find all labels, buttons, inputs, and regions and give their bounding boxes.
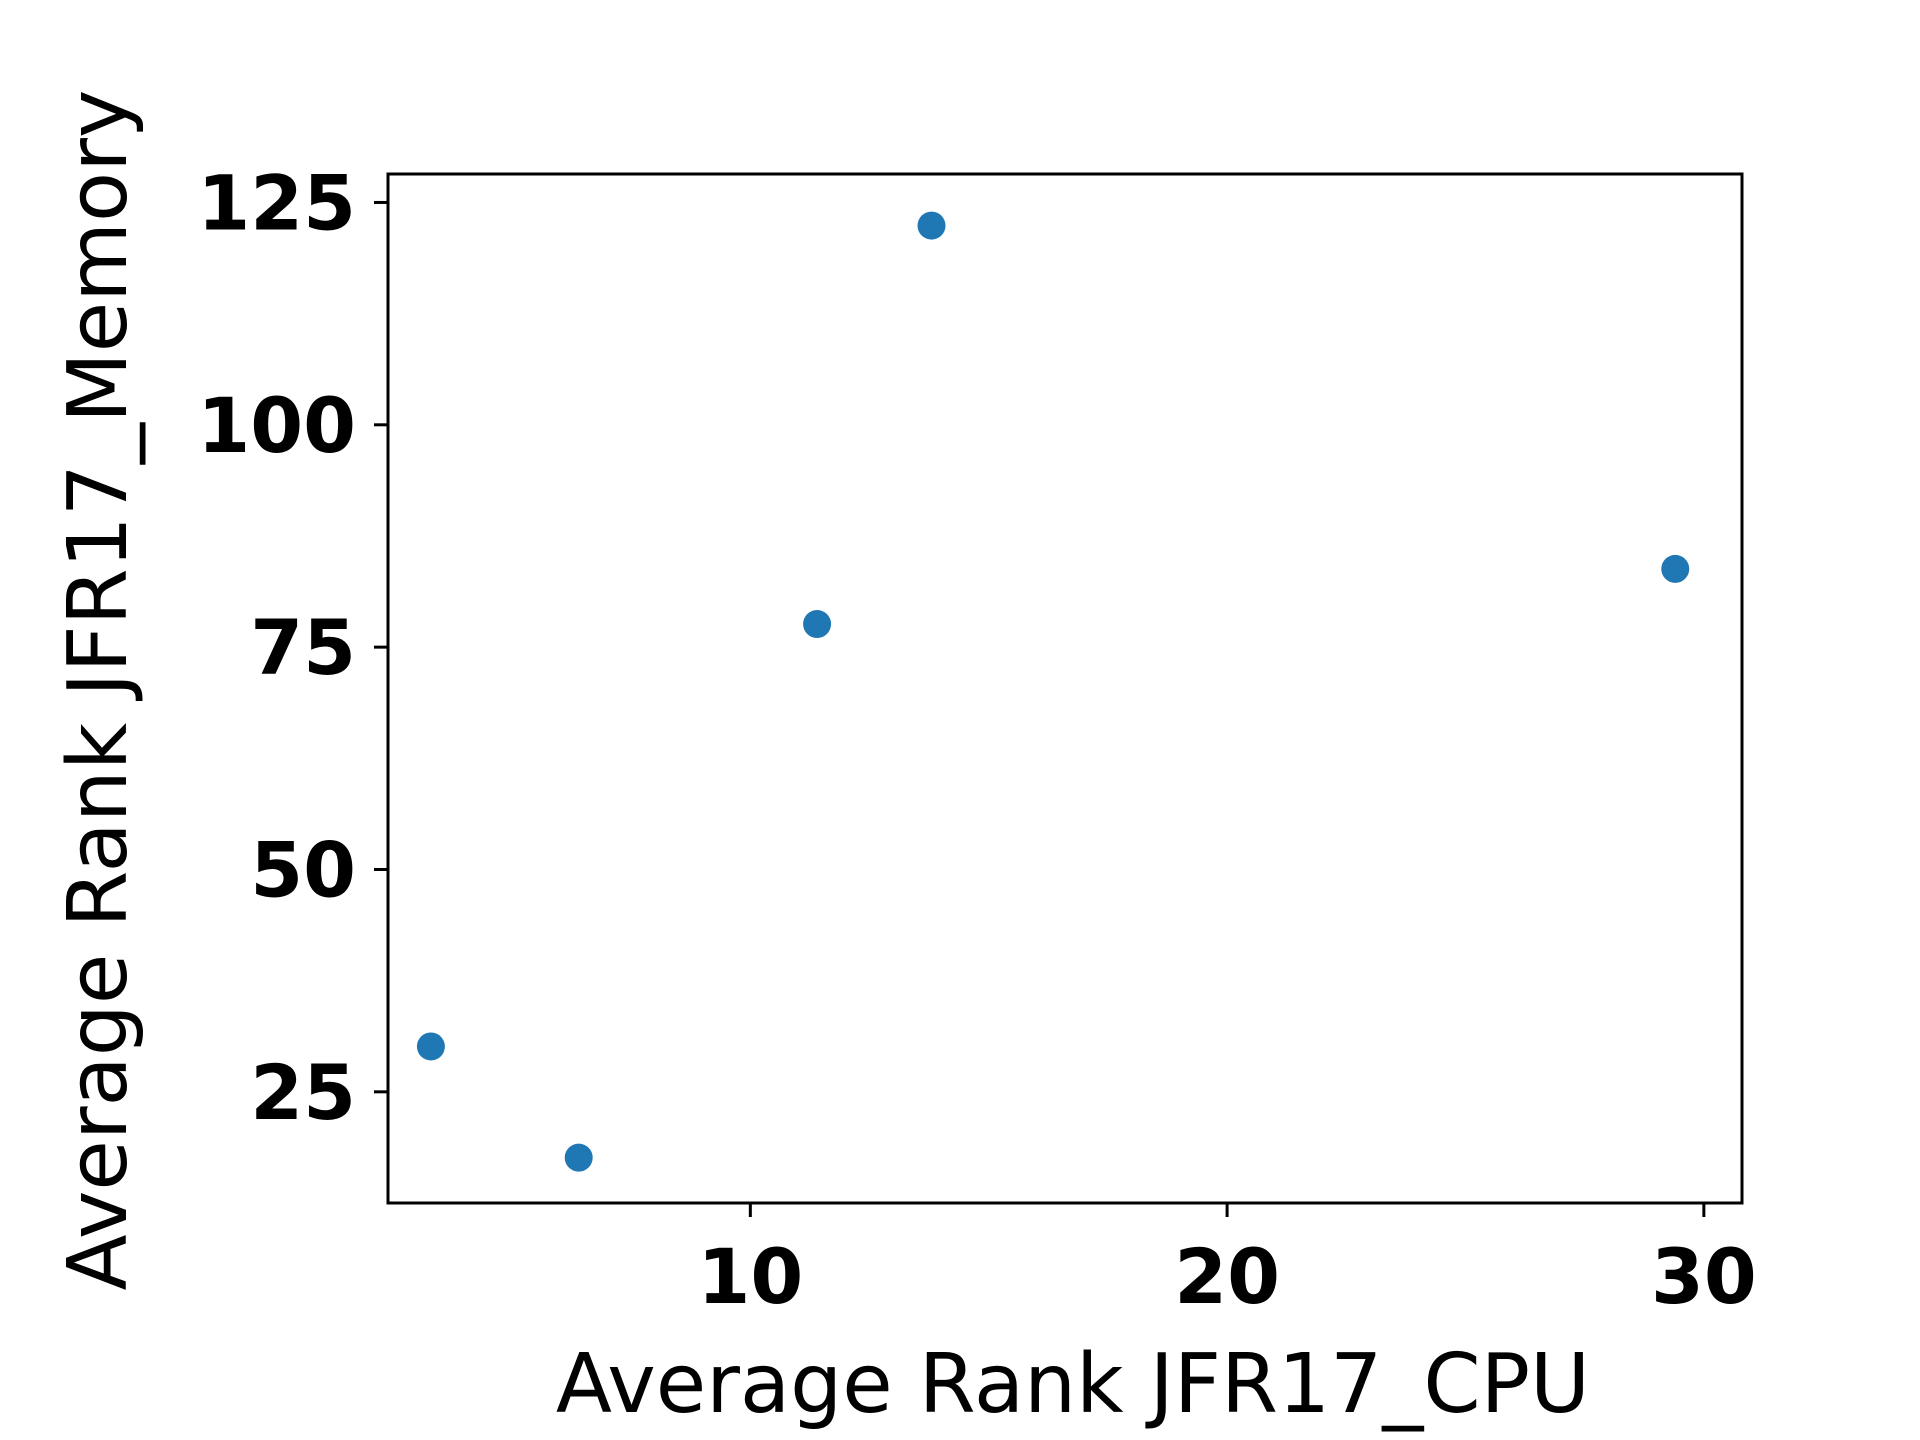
data-point <box>1661 554 1690 583</box>
data-point <box>917 211 946 240</box>
data-point <box>803 610 832 639</box>
data-point <box>564 1143 593 1172</box>
x-axis-ticks: 10 20 30 <box>697 1203 1757 1321</box>
y-axis-ticks: 25 50 75 100 125 <box>197 158 388 1137</box>
y-tick-label: 50 <box>250 825 356 914</box>
x-axis-label: Average Rank JFR17_CPU <box>556 1337 1590 1432</box>
x-tick-label: 10 <box>697 1232 803 1321</box>
x-tick-label: 30 <box>1651 1232 1757 1321</box>
y-axis-label: Average Rank JFR17_Memory <box>51 90 146 1291</box>
y-tick-label: 75 <box>250 603 356 692</box>
x-tick-label: 20 <box>1174 1232 1280 1321</box>
y-tick-label: 125 <box>197 158 356 247</box>
data-point <box>416 1032 445 1061</box>
y-tick-label: 25 <box>250 1048 356 1137</box>
data-points <box>416 211 1690 1172</box>
y-tick-label: 100 <box>197 381 356 470</box>
plot-area-frame <box>386 172 1744 1205</box>
